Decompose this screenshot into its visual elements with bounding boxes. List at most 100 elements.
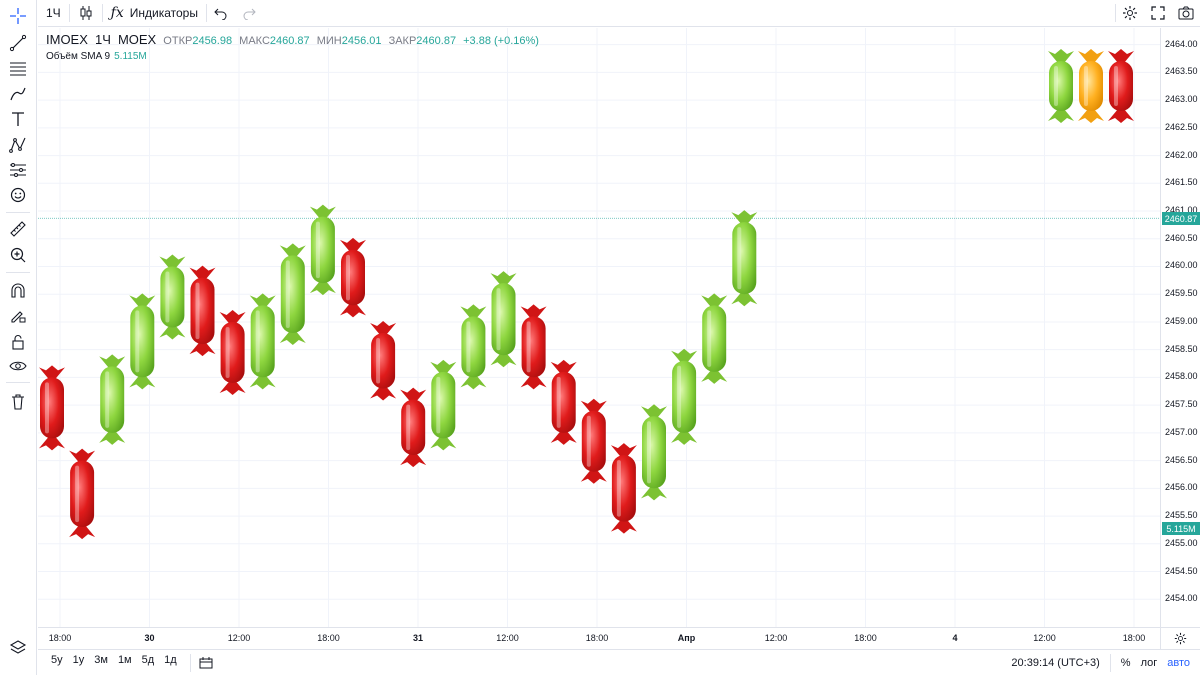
candy-bottom-wrapper [309,281,336,296]
corner-candy-down [1108,49,1134,123]
candy-top-wrapper [39,365,65,380]
indicators-label: Индикаторы [129,6,198,20]
candle-3 [129,293,156,390]
zoom-in-icon[interactable] [4,243,32,267]
symbol-name[interactable]: IMOEX [46,32,88,47]
candy-top-wrapper [189,265,216,280]
range-3m[interactable]: 3м [94,653,108,666]
candy-body [220,321,245,383]
candy-highlight [647,421,651,484]
undo-button[interactable] [207,0,235,27]
chart-type-button[interactable] [70,0,102,27]
clock[interactable]: 20:39:14 (UTC+3) [1011,656,1100,669]
candy-bottom-wrapper [490,353,517,368]
volume-legend[interactable]: Объём SMA 9 5.115M [46,49,539,65]
toolbar-divider [101,4,103,22]
chart-pane[interactable] [38,28,1160,627]
price-axis-label: 2454.00 [1165,593,1198,604]
lock-drawing-pencil-icon[interactable] [4,304,32,328]
candy-highlight [285,260,290,329]
candy-highlight [315,221,320,279]
layers-icon[interactable] [4,636,32,660]
candy-highlight [255,310,260,373]
date-range-button[interactable] [199,654,213,672]
candy-bottom-wrapper [550,430,577,445]
redo-button[interactable] [235,0,263,27]
log-scale-toggle[interactable]: лог [1140,656,1158,669]
candle-13 [430,359,457,451]
candy-top-wrapper [1108,49,1134,63]
brush-icon[interactable] [4,82,32,106]
price-axis-label: 2463.00 [1165,94,1198,105]
ruler-icon[interactable] [4,217,32,241]
price-axis-label: 2455.50 [1165,510,1198,521]
screenshot-button[interactable] [1172,0,1200,27]
low-value: 2456.01 [341,35,382,47]
price-axis[interactable]: 2464.00 2463.50 2463.00 2462.50 2462.00 2461.… [1160,28,1200,627]
range-1d[interactable]: 1д [164,653,177,666]
axis-settings-button[interactable] [1160,627,1200,649]
candy-bottom-wrapper [731,292,758,307]
fullscreen-button[interactable] [1144,0,1172,27]
crosshair-icon[interactable] [4,4,32,28]
price-chart[interactable] [38,28,1160,627]
candy-top-wrapper [129,293,156,308]
interval-button[interactable]: 1Ч [38,0,69,27]
exchange-name: MOEX [117,32,157,47]
toolbar-divider [6,272,30,273]
candy-bottom-wrapper [219,380,246,395]
candy-bottom-wrapper [340,303,366,318]
price-axis-label: 2457.00 [1165,426,1198,437]
candy-body [1079,61,1103,111]
eye-icon[interactable] [4,354,32,378]
range-5y[interactable]: 5y [51,653,63,666]
toolbar-divider [1109,653,1111,672]
range-1m[interactable]: 1м [117,653,132,666]
corner-candies [1048,49,1134,123]
prediction-tool-icon[interactable] [4,158,32,182]
candy-top-wrapper [309,204,336,219]
text-tool-icon[interactable] [4,107,32,131]
bottom-bar: 5y 1y 3м 1м 5д 1д 20:39:14 (UTC+3) % лог… [38,649,1200,675]
price-axis-label: 2457.50 [1165,399,1198,410]
horizontal-lines-icon[interactable] [4,56,32,80]
auto-scale-toggle[interactable]: авто [1167,656,1190,669]
candy-top-wrapper [159,254,186,269]
candy-body [431,371,456,439]
range-selector: 5y 1y 3м 1м 5д 1д [38,653,213,672]
trash-icon[interactable] [4,390,32,414]
redo-icon [243,8,256,20]
emoji-icon[interactable] [4,183,32,207]
candy-top-wrapper [550,359,577,374]
range-1y[interactable]: 1y [72,653,85,666]
candy-top-wrapper [219,309,246,324]
price-axis-label: 2459.50 [1165,288,1198,299]
calendar-icon [199,656,213,668]
candy-highlight [1114,66,1118,106]
toolbar-divider [6,212,30,213]
indicators-button[interactable]: ƒx Индикаторы [103,0,206,27]
candle-19 [610,443,637,534]
candy-highlight [496,288,501,351]
time-axis[interactable]: 18:00 30 12:00 18:00 31 12:00 18:00 Апр 12:00 18:… [38,627,1160,649]
candy-bottom-wrapper [400,453,427,468]
price-axis-label: 2462.50 [1165,121,1198,132]
candle-1 [69,448,96,540]
candy-highlight [225,326,230,378]
candle-18 [580,398,607,484]
candy-bottom-wrapper [1078,109,1104,123]
candy-top-wrapper [430,359,457,374]
candy-body [461,316,486,378]
magnet-icon[interactable] [4,279,32,303]
price-axis-label: 2462.00 [1165,149,1198,160]
percent-scale-toggle[interactable]: % [1120,656,1131,669]
candy-top-wrapper [610,443,637,458]
range-5d[interactable]: 5д [141,653,155,666]
settings-button[interactable] [1116,0,1144,27]
candy-body [732,222,757,295]
pattern-tool-icon[interactable] [4,133,32,157]
trend-line-icon[interactable] [4,31,32,55]
lock-icon[interactable] [4,330,32,354]
candle-12 [400,387,427,468]
candy-bottom-wrapper [520,375,547,390]
